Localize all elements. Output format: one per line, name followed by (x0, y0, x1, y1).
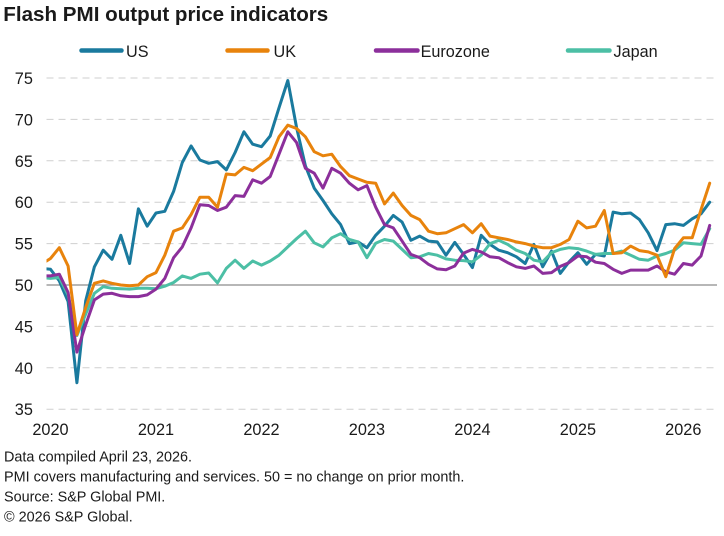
svg-text:2024: 2024 (454, 421, 490, 439)
svg-text:75: 75 (15, 70, 33, 88)
svg-text:40: 40 (15, 360, 33, 378)
svg-text:Source: S&P Global PMI.: Source: S&P Global PMI. (4, 490, 165, 506)
svg-text:UK: UK (274, 43, 297, 61)
svg-text:2022: 2022 (243, 421, 279, 439)
svg-text:2026: 2026 (665, 421, 701, 439)
svg-text:50: 50 (15, 277, 33, 295)
svg-text:55: 55 (15, 236, 33, 254)
svg-text:Eurozone: Eurozone (421, 43, 490, 61)
svg-text:60: 60 (15, 194, 33, 212)
svg-text:Japan: Japan (614, 43, 658, 61)
svg-text:US: US (126, 43, 149, 61)
svg-text:65: 65 (15, 153, 33, 171)
svg-text:45: 45 (15, 318, 33, 336)
svg-text:2020: 2020 (32, 421, 68, 439)
svg-text:70: 70 (15, 111, 33, 129)
svg-text:35: 35 (15, 401, 33, 419)
svg-text:© 2026 S&P Global.: © 2026 S&P Global. (4, 510, 133, 526)
svg-text:PMI covers manufacturing and s: PMI covers manufacturing and services. 5… (4, 470, 464, 486)
svg-text:Flash PMI output price indicat: Flash PMI output price indicators (3, 3, 328, 26)
svg-text:2025: 2025 (560, 421, 596, 439)
svg-text:2021: 2021 (138, 421, 174, 439)
svg-text:Data compiled April 23, 2026.: Data compiled April 23, 2026. (4, 450, 192, 466)
svg-text:2023: 2023 (349, 421, 385, 439)
